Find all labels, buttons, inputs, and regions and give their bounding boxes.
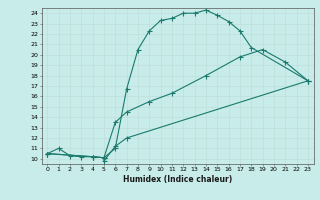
X-axis label: Humidex (Indice chaleur): Humidex (Indice chaleur) — [123, 175, 232, 184]
